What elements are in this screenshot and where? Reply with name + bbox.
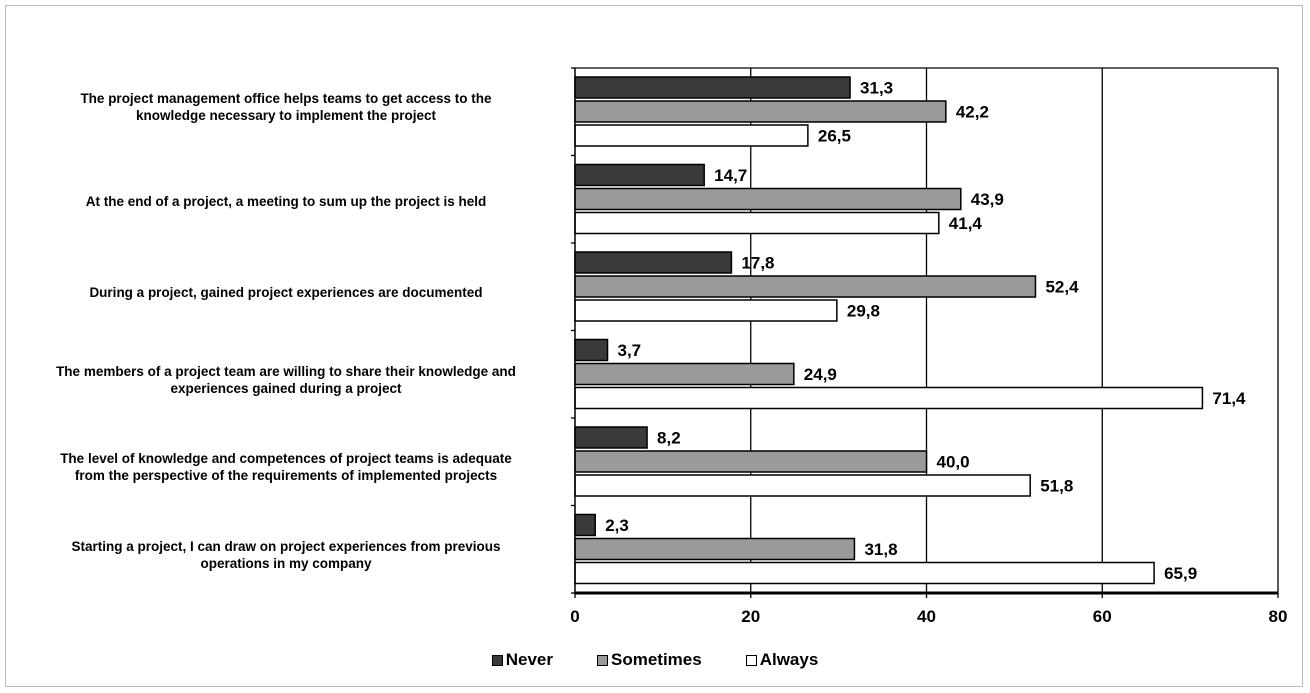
value-label: 51,8: [1040, 477, 1073, 496]
bar-always: [574, 474, 1031, 497]
category-label: The level of knowledge and competences o…: [60, 451, 512, 483]
bar-never: [574, 338, 609, 362]
value-label: 31,8: [864, 540, 897, 559]
x-tick-label: 40: [917, 607, 936, 626]
bar-sometimes: [574, 275, 1037, 298]
value-label: 31,3: [860, 79, 893, 98]
legend-item-sometimes: Sometimes: [596, 650, 702, 670]
x-tick-label: 0: [570, 607, 579, 626]
legend-label: Sometimes: [610, 650, 702, 669]
bar-always: [574, 561, 1155, 585]
bar-always: [574, 386, 1204, 410]
category-label: Starting a project, I can draw on projec…: [71, 539, 501, 571]
value-label: 24,9: [804, 365, 837, 384]
x-tick-label: 60: [1093, 607, 1112, 626]
value-label: 52,4: [1045, 278, 1079, 297]
bar-sometimes: [574, 362, 795, 386]
x-tick-label: 80: [1269, 607, 1288, 626]
value-label: 8,2: [657, 429, 681, 448]
bar-always: [574, 124, 809, 147]
category-label: During a project, gained project experie…: [89, 284, 483, 300]
category-label: At the end of a project, a meeting to su…: [85, 193, 487, 209]
category-label: The project management office helps team…: [80, 91, 492, 123]
value-label: 17,8: [741, 254, 774, 273]
value-label: 71,4: [1212, 389, 1246, 408]
legend-swatch: [596, 654, 608, 666]
bar-never: [574, 426, 648, 449]
category-label: The members of a project team are willin…: [56, 364, 516, 396]
legend-swatch: [745, 654, 757, 666]
value-label: 41,4: [949, 214, 983, 233]
value-label: 65,9: [1164, 564, 1197, 583]
bar-sometimes: [574, 450, 928, 473]
legend-label: Never: [505, 650, 553, 669]
value-label: 3,7: [618, 341, 642, 360]
value-label: 14,7: [714, 166, 747, 185]
value-label: 26,5: [818, 127, 851, 146]
value-label: 2,3: [605, 516, 629, 535]
bar-always: [574, 211, 940, 235]
value-label: 29,8: [847, 302, 880, 321]
legend-item-always: Always: [745, 650, 819, 670]
bar-never: [574, 76, 851, 99]
value-label: 40,0: [937, 453, 970, 472]
bar-sometimes: [574, 187, 962, 211]
bar-never: [574, 513, 596, 537]
value-label: 43,9: [971, 190, 1004, 209]
bar-always: [574, 299, 838, 322]
bar-sometimes: [574, 537, 856, 561]
legend-label: Always: [759, 650, 819, 669]
legend: Never Sometimes Always: [0, 650, 1310, 671]
bar-never: [574, 163, 705, 187]
legend-swatch: [491, 654, 503, 666]
bar-never: [574, 251, 733, 274]
bar-sometimes: [574, 100, 947, 123]
legend-item-never: Never: [491, 650, 553, 670]
x-tick-label: 20: [741, 607, 760, 626]
value-label: 42,2: [956, 103, 989, 122]
